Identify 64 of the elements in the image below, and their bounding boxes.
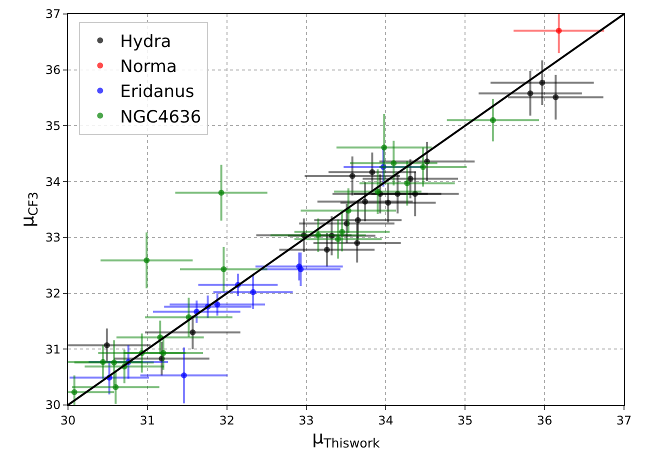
point [407, 176, 414, 182]
y-tick-label: 37 [45, 7, 61, 22]
point [71, 389, 78, 396]
y-tick-label: 33 [45, 230, 61, 245]
x-tick-label: 35 [458, 413, 473, 428]
legend-label: Norma [120, 57, 177, 78]
point [354, 217, 361, 224]
y-tick-label: 34 [45, 174, 61, 189]
point [218, 190, 224, 196]
point [324, 246, 330, 253]
point [298, 266, 304, 272]
point [214, 301, 220, 308]
point [328, 232, 335, 239]
point [420, 164, 426, 170]
point [190, 329, 196, 336]
x-tick-label: 36 [536, 413, 552, 428]
point [374, 188, 381, 195]
point [380, 164, 386, 170]
point [354, 240, 360, 246]
x-tick-label: 30 [60, 413, 76, 428]
legend-label: Eridanus [120, 82, 194, 102]
point [250, 289, 256, 296]
x-tick-label: 32 [219, 413, 234, 428]
y-tick-label: 35 [45, 118, 61, 133]
point [180, 372, 187, 378]
point [539, 80, 546, 86]
point [412, 190, 418, 197]
point [394, 190, 401, 197]
point [404, 180, 410, 186]
point [381, 144, 388, 150]
point [339, 228, 346, 235]
point [315, 232, 322, 238]
point [349, 172, 356, 179]
point [424, 158, 430, 164]
y-tick-label: 32 [45, 286, 61, 300]
x-tick-label: 31 [140, 413, 156, 428]
legend-label: Hydra [120, 32, 172, 52]
point [552, 94, 559, 100]
point [220, 266, 227, 272]
point [112, 384, 119, 390]
point [385, 200, 392, 206]
y-tick-label: 31 [45, 342, 61, 356]
x-tick-label: 33 [298, 413, 314, 428]
point [390, 160, 397, 166]
y-tick-label: 30 [45, 398, 61, 412]
point [335, 236, 342, 242]
point [362, 198, 368, 205]
point [160, 350, 166, 356]
point [100, 358, 106, 365]
point [369, 169, 376, 176]
point [104, 342, 110, 348]
point [527, 90, 534, 96]
point [158, 356, 165, 362]
point [556, 28, 562, 34]
y-tick-label: 36 [45, 63, 61, 78]
point [111, 360, 118, 366]
legend-label: NGC4636 [120, 107, 202, 128]
point [344, 220, 350, 226]
x-tick-label: 37 [616, 413, 632, 428]
x-tick-label: 34 [378, 413, 394, 428]
point [490, 117, 496, 124]
point [144, 257, 150, 264]
x-axis-title: μ$_{Thiswork}$ [312, 428, 381, 450]
point [300, 232, 307, 238]
